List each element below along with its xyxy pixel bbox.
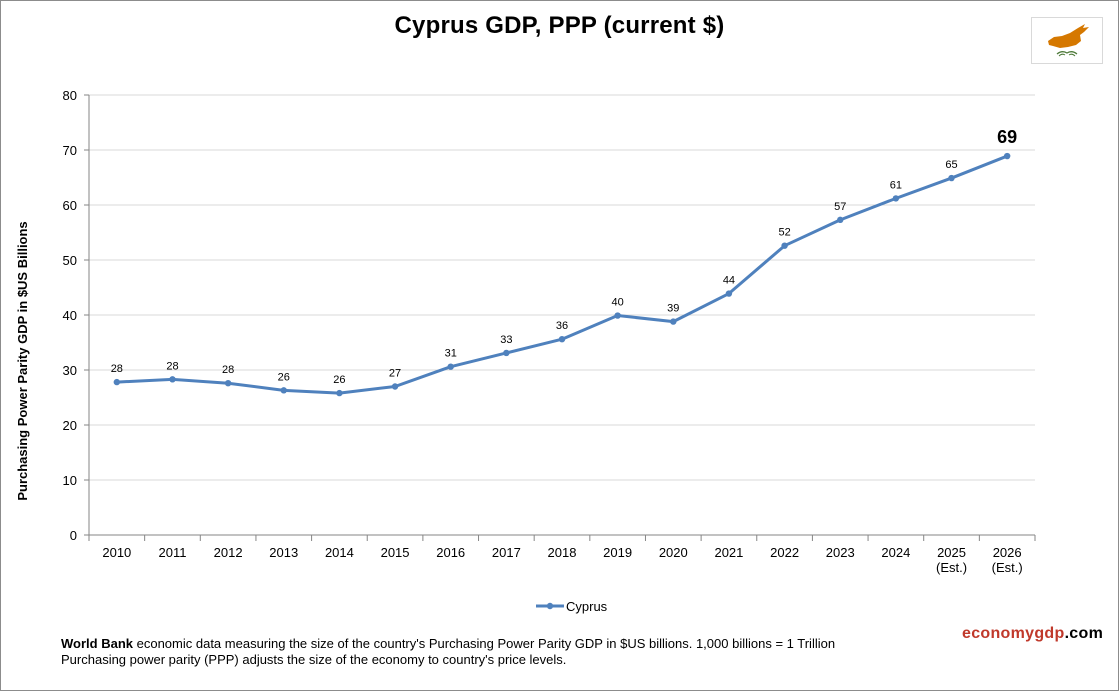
data-label: 26 (333, 374, 345, 386)
data-point (670, 318, 677, 325)
data-point (280, 387, 287, 394)
data-point (447, 363, 454, 370)
y-tick-label: 30 (63, 363, 77, 378)
y-tick-label: 60 (63, 198, 77, 213)
data-label: 57 (834, 201, 846, 213)
x-tick-label: 2024 (881, 545, 910, 560)
y-tick-label: 0 (70, 528, 77, 543)
legend-marker (546, 602, 554, 610)
x-tick-label: 2021 (714, 545, 743, 560)
data-point (948, 174, 955, 182)
data-label-latest: 69 (997, 127, 1017, 147)
data-label: 33 (500, 334, 512, 346)
data-point (558, 336, 566, 343)
x-tick-label: 2012 (214, 545, 243, 560)
x-tick-label: 2019 (603, 545, 632, 560)
axes (84, 94, 1036, 541)
y-tick-label: 70 (63, 143, 77, 158)
series-line-cyprus (115, 154, 1009, 395)
footnote-line-1: World Bank economic data measuring the s… (61, 636, 961, 652)
data-label: 36 (556, 320, 568, 332)
data-labels: 28 28 28 26 26 27 31 33 36 40 39 44 52 57 61 65 69 (111, 127, 1017, 386)
footnote-line-2: Purchasing power parity (PPP) adjusts th… (61, 652, 567, 667)
footnote-line-1-text: economic data measuring the size of the … (133, 636, 836, 651)
x-tick-label: 2026 (Est.) (992, 545, 1023, 575)
data-label: 28 (166, 360, 178, 372)
legend-label: Cyprus (566, 599, 608, 614)
data-point (1003, 152, 1011, 160)
x-tick-labels: 2010 2011 2012 2013 2014 2015 2016 2017 2018 2019… (102, 545, 1022, 575)
data-point (614, 312, 621, 319)
x-tick-label: 2017 (492, 545, 521, 560)
cyprus-flag-icon (1031, 17, 1103, 64)
data-label: 27 (389, 368, 401, 380)
data-label: 61 (890, 179, 902, 191)
x-tick-label: 2011 (158, 545, 186, 560)
x-tick-label: 2013 (269, 545, 298, 560)
chart-title: Cyprus GDP, PPP (current $) (394, 12, 725, 39)
data-point (503, 349, 510, 357)
x-tick-label: 2023 (826, 545, 855, 560)
data-point (725, 290, 733, 297)
data-point (391, 383, 399, 390)
x-tick-label: 2014 (325, 545, 354, 560)
y-axis-label: Purchasing Power Parity GDP in $US Billi… (15, 221, 30, 500)
y-tick-label: 50 (63, 253, 77, 268)
legend: Cyprus (536, 599, 608, 614)
brand-part-2: .com (1064, 625, 1104, 642)
data-label: 28 (222, 364, 234, 376)
brand-logo: economygdp.com (962, 625, 1103, 643)
data-label: 26 (278, 371, 290, 383)
footnote-source: World Bank (61, 636, 133, 651)
gridlines (89, 94, 1035, 481)
data-point (781, 242, 788, 249)
footnote: World Bank economic data measuring the s… (61, 636, 961, 668)
data-label: 40 (612, 297, 624, 309)
data-point (892, 195, 900, 202)
data-point (336, 389, 343, 397)
x-tick-label: 2015 (381, 545, 410, 560)
data-point (113, 378, 121, 386)
x-tick-label: 2010 (102, 545, 131, 560)
data-point (169, 376, 176, 383)
x-tick-label: 2018 (548, 545, 577, 560)
y-tick-labels: 0 10 20 30 40 50 60 70 80 (63, 88, 77, 543)
data-point (837, 216, 844, 224)
x-tick-label: 2025 (Est.) (936, 545, 967, 575)
data-label: 44 (723, 275, 735, 287)
y-tick-label: 20 (63, 418, 77, 433)
x-tick-label: 2022 (770, 545, 799, 560)
y-tick-label: 40 (63, 308, 77, 323)
data-point (224, 380, 232, 387)
y-tick-label: 10 (63, 473, 77, 488)
data-label: 31 (445, 348, 457, 360)
x-tick-label: 2020 (659, 545, 688, 560)
data-label: 28 (111, 363, 123, 375)
data-label: 65 (945, 159, 957, 171)
data-label: 52 (778, 227, 790, 239)
x-tick-label: 2016 (436, 545, 465, 560)
series-cyprus (113, 152, 1011, 397)
data-label: 39 (667, 303, 679, 315)
y-tick-label: 80 (63, 88, 77, 103)
brand-part-1: economygdp (962, 625, 1065, 642)
